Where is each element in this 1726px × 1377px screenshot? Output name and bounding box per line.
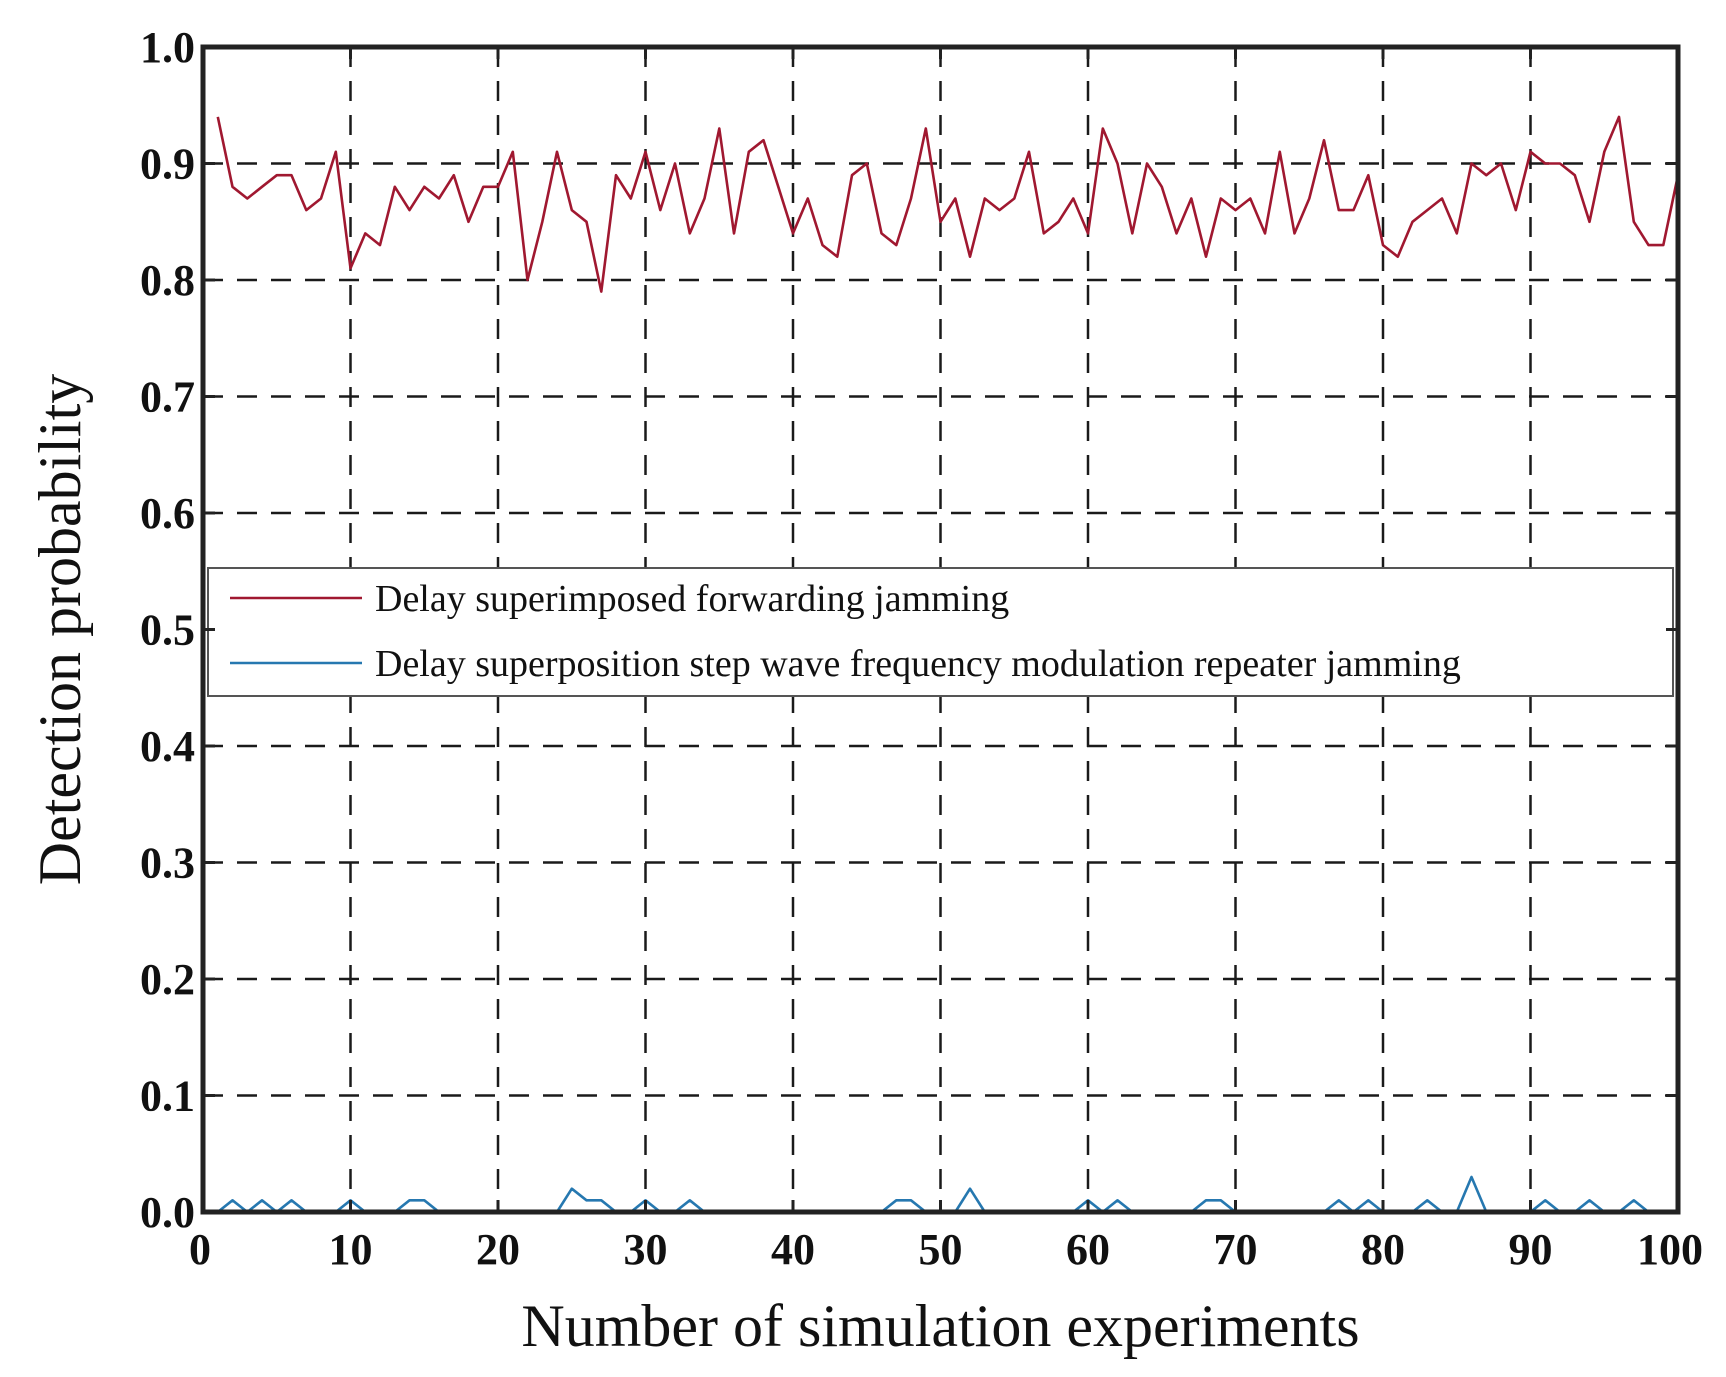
legend-box xyxy=(207,567,1674,697)
x-tick-label-30: 30 xyxy=(624,1225,668,1274)
y-tick-label-0.9: 0.9 xyxy=(140,140,195,189)
legend-label-series-1: Delay superimposed forwarding jamming xyxy=(375,578,1009,620)
y-tick-label-0.5: 0.5 xyxy=(140,606,195,655)
series-line-2 xyxy=(216,1175,1678,1214)
y-axis-title: Detection probability xyxy=(27,374,93,886)
y-tick-label-0.6: 0.6 xyxy=(140,489,195,538)
y-tick-label-1.0: 1.0 xyxy=(140,23,195,72)
x-tick-label-10: 10 xyxy=(329,1225,373,1274)
x-tick-label-0: 0 xyxy=(189,1225,211,1274)
x-tick-label-20: 20 xyxy=(476,1225,520,1274)
series-line-1 xyxy=(216,115,1680,293)
y-tick-label-0.7: 0.7 xyxy=(140,373,195,422)
x-tick-label-50: 50 xyxy=(919,1225,963,1274)
x-tick-label-90: 90 xyxy=(1509,1225,1553,1274)
x-axis-title: Number of simulation experiments xyxy=(521,1293,1359,1359)
x-tick-label-40: 40 xyxy=(771,1225,815,1274)
y-tick-label-0.2: 0.2 xyxy=(140,955,195,1004)
legend-label-series-2: Delay superposition step wave frequency … xyxy=(375,643,1461,685)
y-tick-label-0.4: 0.4 xyxy=(140,722,195,771)
legend: Delay superimposed forwarding jamming De… xyxy=(207,567,1674,697)
y-tick-label-0.1: 0.1 xyxy=(140,1072,195,1121)
x-tick-label-80: 80 xyxy=(1361,1225,1405,1274)
x-tick-label-60: 60 xyxy=(1066,1225,1110,1274)
y-tick-label-0.0: 0.0 xyxy=(140,1188,195,1237)
axis-ticks: 0 10 20 30 40 50 60 70 80 90 100 0.0 0.1 0.2 0.3 0.4 0.5… xyxy=(140,23,1703,1274)
y-tick-label-0.3: 0.3 xyxy=(140,839,195,888)
x-tick-label-70: 70 xyxy=(1214,1225,1258,1274)
x-tick-label-100: 100 xyxy=(1637,1225,1703,1274)
y-tick-label-0.8: 0.8 xyxy=(140,256,195,305)
